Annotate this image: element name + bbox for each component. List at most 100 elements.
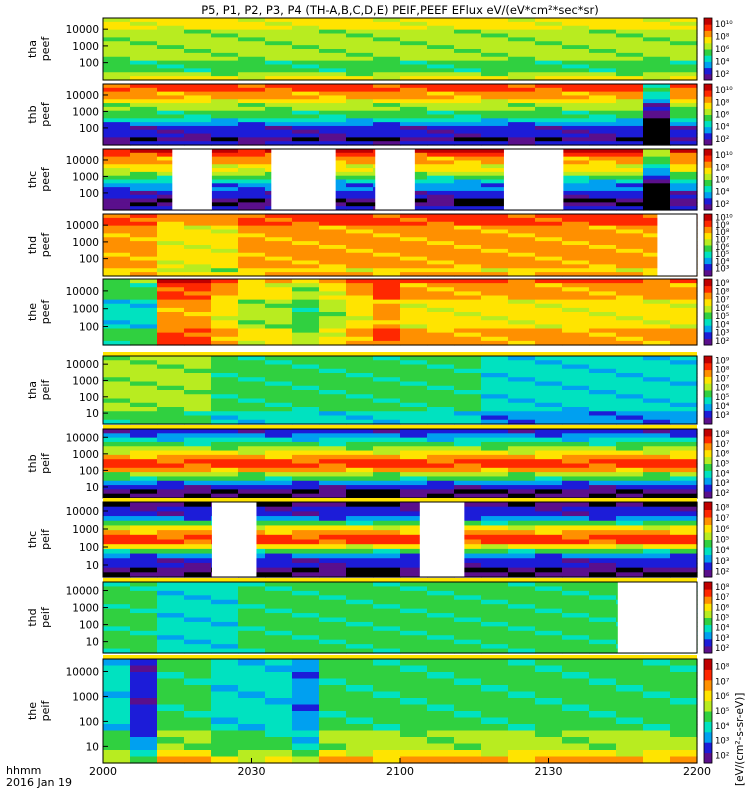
spectrogram-cell <box>184 287 212 292</box>
spectrogram-cell <box>238 106 266 112</box>
x-tick-label: 2200 <box>683 765 711 778</box>
spectrogram-cell <box>427 206 455 211</box>
spectrogram-cell <box>292 390 320 395</box>
spectrogram-cell <box>535 617 563 623</box>
spectrogram-cell <box>400 45 428 50</box>
spectrogram-cell <box>346 307 374 313</box>
spectrogram-cell <box>535 489 563 495</box>
colorbar-tick-label: 10⁸ <box>715 366 730 376</box>
spectrogram-cell <box>373 52 401 58</box>
spectrogram-cell <box>535 307 563 313</box>
colorbar-segment <box>704 265 712 268</box>
colorbar-segment <box>704 444 712 447</box>
colorbar-segment <box>704 260 712 263</box>
spectrogram-cell <box>184 364 212 370</box>
spectrogram-cell <box>130 328 158 334</box>
spectrogram-cell <box>346 724 374 732</box>
spectrogram-cell <box>130 84 158 89</box>
spectrogram-cell <box>373 467 401 473</box>
spectrogram-cell <box>454 480 482 486</box>
spectrogram-cell <box>454 125 482 131</box>
spectrogram-cell <box>346 599 374 605</box>
colorbar-segment <box>704 135 712 138</box>
spectrogram-cell <box>589 485 617 490</box>
spectrogram-cell <box>616 141 644 146</box>
spectrogram-cell <box>454 613 482 619</box>
spectrogram-cell <box>157 582 185 588</box>
spectrogram-cell <box>319 590 347 596</box>
spectrogram-cell <box>211 639 239 645</box>
spectrogram-cell <box>373 256 401 262</box>
spectrogram-cell <box>454 49 482 54</box>
spectrogram-cell <box>589 225 617 231</box>
spectrogram-cell <box>184 756 212 764</box>
spectrogram-cell <box>319 241 347 246</box>
spectrogram-cell <box>373 665 401 673</box>
spectrogram-cell <box>346 241 374 246</box>
spectrogram-cell <box>130 324 158 330</box>
spectrogram-cell <box>292 283 320 288</box>
spectrogram-cell <box>130 217 158 223</box>
spectrogram-cell <box>103 60 131 66</box>
spectrogram-cell <box>643 659 671 667</box>
spectrogram-cell <box>211 233 239 238</box>
spectrogram-cell <box>589 141 617 146</box>
spectrogram-cell <box>454 332 482 338</box>
spectrogram-cell <box>211 295 239 301</box>
colorbar-segment <box>704 203 712 206</box>
spectrogram-cell <box>454 252 482 258</box>
spectrogram-cell <box>454 137 482 142</box>
spectrogram-cell <box>373 485 401 490</box>
spectrogram-cell <box>265 450 293 456</box>
colorbar-segment <box>704 308 712 311</box>
spectrogram-cell <box>562 41 590 46</box>
spectrogram-cell <box>562 252 590 258</box>
spectrogram-cell <box>481 179 509 184</box>
spectrogram-cell <box>427 316 455 321</box>
spectrogram-cell <box>670 394 698 400</box>
spectrogram-cell <box>589 373 617 378</box>
spectrogram-cell <box>535 608 563 614</box>
spectrogram-cell <box>562 37 590 42</box>
spectrogram-cell <box>265 493 293 499</box>
colorbar-segment <box>704 708 712 712</box>
spectrogram-cell <box>211 407 239 412</box>
spectrogram-cell <box>589 95 617 100</box>
spectrogram-cell <box>373 530 401 536</box>
spectrogram-cell <box>184 95 212 100</box>
spectrogram-cell <box>373 324 401 330</box>
spectrogram-cell <box>670 463 698 469</box>
spectrogram-cell <box>481 446 509 452</box>
spectrogram-cell <box>211 91 239 97</box>
spectrogram-cell <box>157 360 185 366</box>
colorbar-segment <box>704 635 712 638</box>
spectrogram-cell <box>373 303 401 309</box>
spectrogram-cell <box>454 385 482 391</box>
spectrogram-cell <box>481 463 509 469</box>
spectrogram-cell <box>265 328 293 334</box>
colorbar-tick-label: 10⁷ <box>715 236 730 246</box>
colorbar-segment <box>704 343 712 346</box>
spectrogram-cell <box>481 364 509 370</box>
spectrogram-cell <box>535 398 563 404</box>
spectrogram-cell <box>238 295 266 301</box>
panel-separator-band <box>103 498 697 502</box>
spectrogram-cell <box>319 328 347 334</box>
spectrogram-cell <box>238 68 266 73</box>
spectrogram-cell <box>427 590 455 596</box>
spectrogram-cell <box>589 567 617 573</box>
colorbar-segment <box>704 50 712 53</box>
data-gap <box>172 149 212 210</box>
colorbar-segment <box>704 283 712 287</box>
spectrogram-cell <box>103 168 131 173</box>
spectrogram-cell <box>346 582 374 588</box>
spectrogram-cell <box>481 672 509 680</box>
spectrogram-cell <box>643 206 671 211</box>
spectrogram-cell <box>535 33 563 38</box>
y-tick-label: 10 <box>86 560 99 572</box>
spectrogram-cell <box>319 672 347 680</box>
colorbar-segment <box>704 729 712 733</box>
spectrogram-cell <box>481 730 509 738</box>
spectrogram-cell <box>346 49 374 54</box>
spectrogram-cell <box>427 303 455 309</box>
